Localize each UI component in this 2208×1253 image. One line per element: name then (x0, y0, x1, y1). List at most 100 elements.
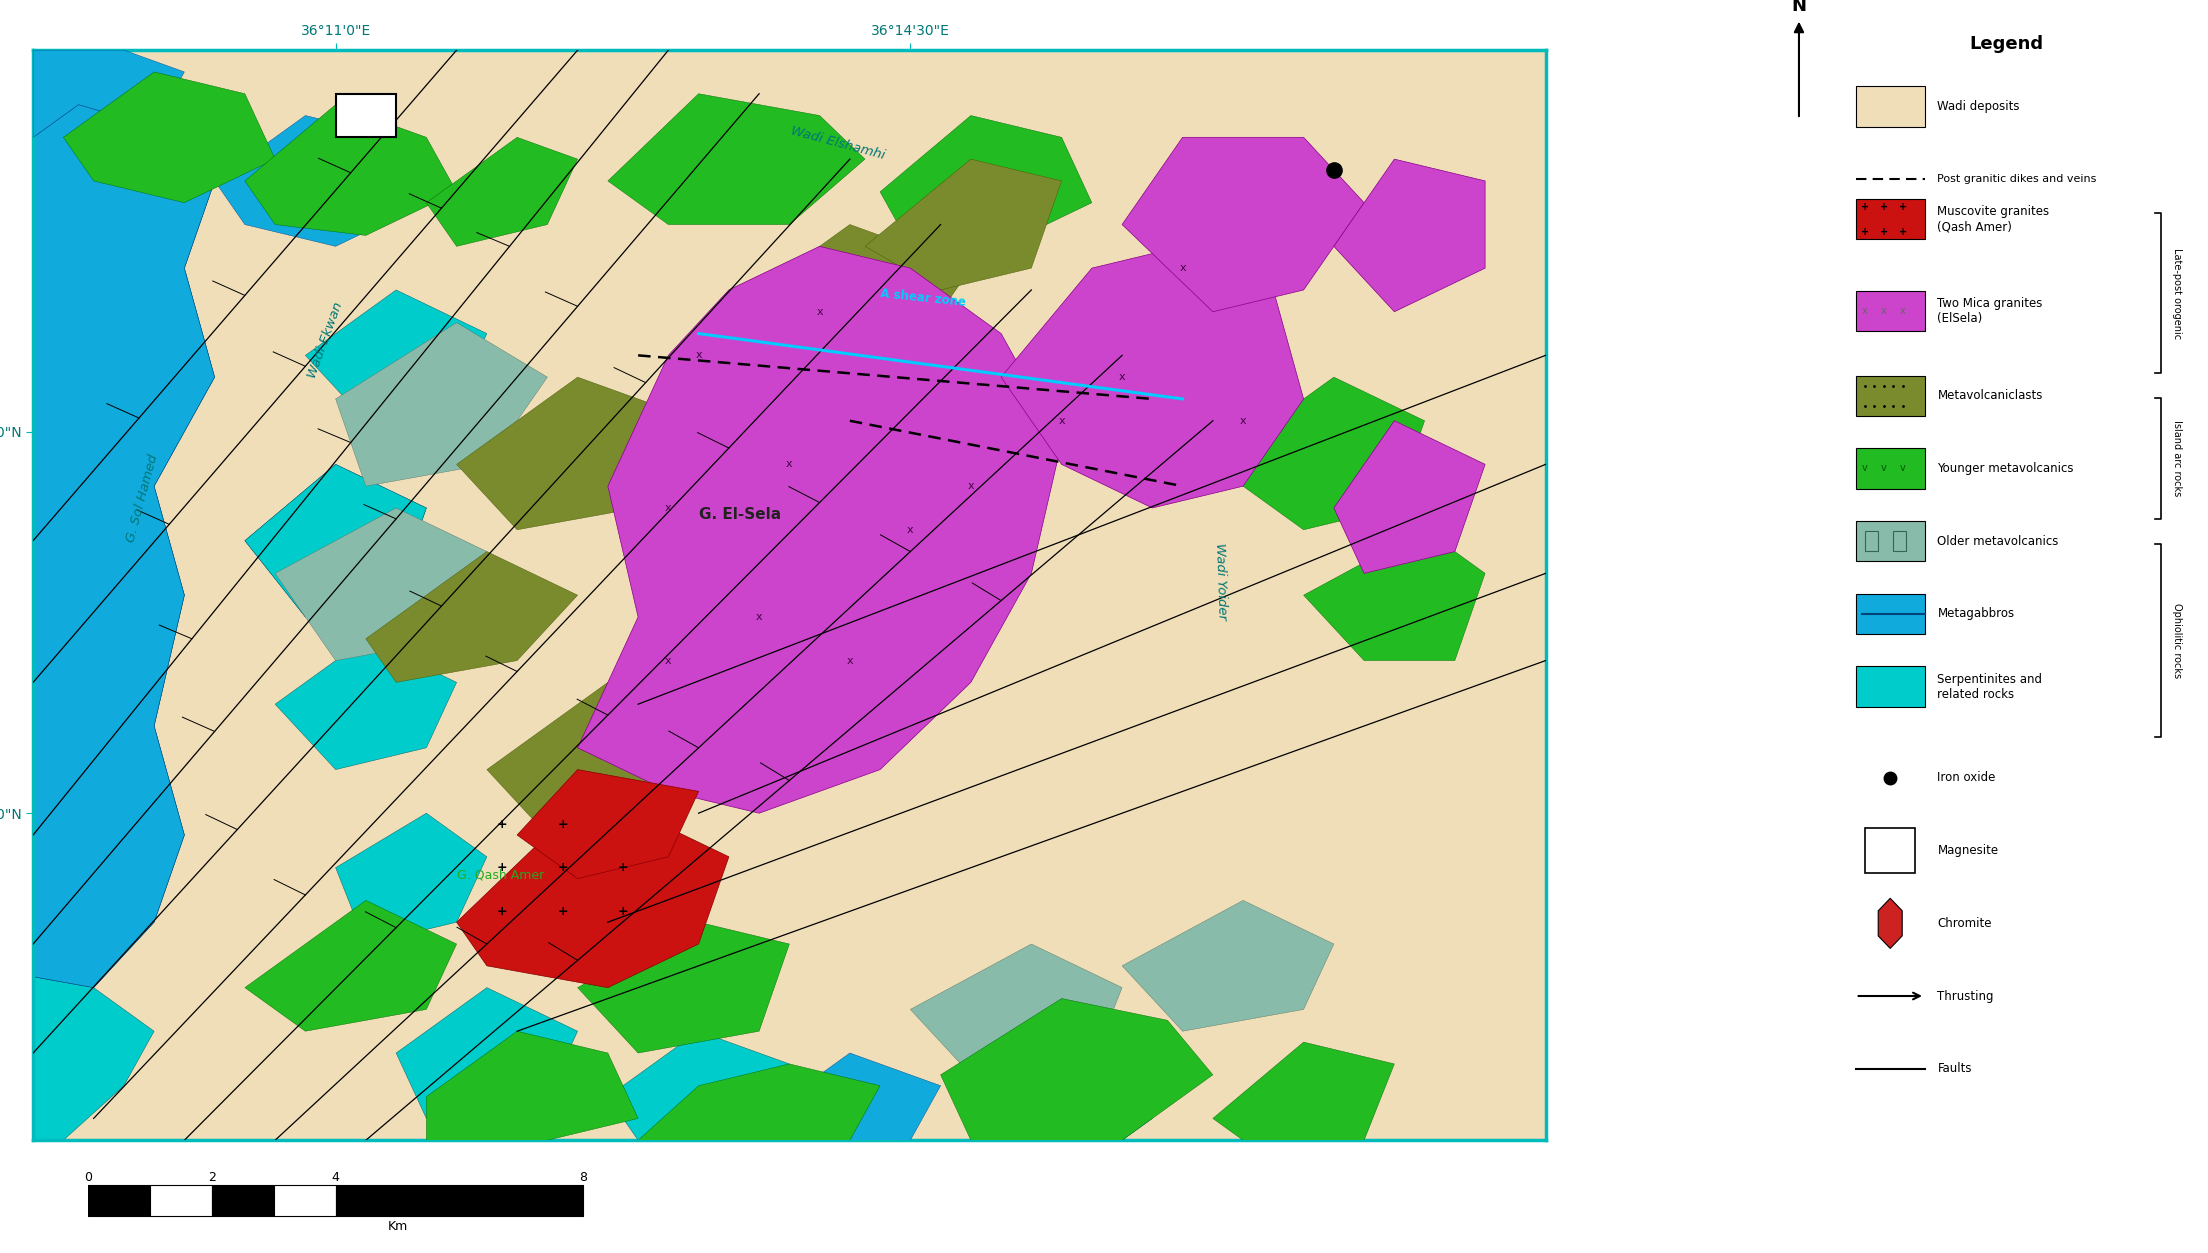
Polygon shape (1303, 530, 1486, 660)
Text: x: x (755, 611, 762, 621)
Text: +: + (556, 818, 567, 831)
Text: x: x (1899, 306, 1906, 316)
Polygon shape (910, 944, 1122, 1075)
Text: G. Sol Hamed: G. Sol Hamed (124, 452, 159, 544)
Text: +: + (1879, 227, 1888, 237)
Polygon shape (517, 769, 698, 878)
Text: Muscovite granites
(Qash Amer): Muscovite granites (Qash Amer) (1936, 205, 2049, 233)
Text: x: x (1058, 416, 1064, 426)
Text: +: + (1861, 227, 1870, 237)
Polygon shape (488, 683, 729, 834)
Polygon shape (33, 50, 185, 138)
Polygon shape (607, 1031, 790, 1140)
Bar (1855, 449, 1925, 489)
Text: +: + (497, 818, 508, 831)
Bar (1855, 521, 1925, 561)
Bar (1855, 199, 1925, 239)
Polygon shape (276, 507, 488, 660)
Text: x: x (817, 307, 824, 317)
Text: x: x (665, 655, 671, 665)
Text: x: x (907, 525, 914, 535)
Polygon shape (1000, 247, 1303, 507)
Polygon shape (245, 901, 457, 1031)
Polygon shape (276, 639, 457, 769)
Polygon shape (607, 94, 866, 224)
Text: N: N (1791, 0, 1806, 15)
Polygon shape (245, 105, 457, 236)
Polygon shape (760, 1053, 941, 1140)
Polygon shape (395, 987, 578, 1119)
Polygon shape (866, 159, 1062, 289)
Text: G. Qash Amer: G. Qash Amer (457, 868, 543, 882)
Text: v: v (1899, 464, 1906, 474)
Text: x: x (1119, 372, 1126, 382)
Polygon shape (578, 922, 790, 1053)
Text: x: x (786, 460, 793, 470)
Polygon shape (33, 977, 155, 1140)
Text: x: x (1881, 306, 1888, 316)
Bar (1855, 86, 1925, 127)
Text: Post granitic dikes and veins: Post granitic dikes and veins (1936, 174, 2098, 184)
Text: Wadi Elshamhi: Wadi Elshamhi (790, 124, 885, 162)
Text: +: + (618, 861, 629, 875)
Bar (1866, 828, 1914, 873)
Polygon shape (1879, 898, 1903, 949)
Text: +: + (618, 905, 629, 917)
Text: v: v (1861, 464, 1868, 474)
Polygon shape (1122, 901, 1334, 1031)
Text: +: + (497, 905, 508, 917)
Polygon shape (64, 71, 276, 203)
Text: Km: Km (386, 1220, 408, 1233)
Polygon shape (1212, 1042, 1395, 1140)
Polygon shape (578, 247, 1062, 813)
Bar (1894, 531, 1906, 551)
Polygon shape (336, 322, 548, 486)
Polygon shape (1212, 377, 1424, 530)
Text: Thrusting: Thrusting (1936, 990, 1994, 1002)
Text: +: + (1861, 202, 1870, 212)
Text: x: x (696, 351, 702, 361)
Polygon shape (1122, 138, 1365, 312)
Polygon shape (1334, 159, 1486, 312)
Text: Magnesite: Magnesite (1936, 845, 1998, 857)
Text: Wadi deposits: Wadi deposits (1936, 100, 2020, 113)
Text: +: + (556, 861, 567, 875)
Bar (336, 94, 395, 138)
Text: Older metavolcanics: Older metavolcanics (1936, 535, 2058, 548)
Bar (1855, 594, 1925, 634)
Text: G. El-Sela: G. El-Sela (698, 507, 782, 521)
Polygon shape (426, 1031, 638, 1140)
Text: x: x (1239, 416, 1248, 426)
Text: A shear zone: A shear zone (881, 287, 967, 309)
Text: 4: 4 (331, 1170, 340, 1184)
Text: x: x (1861, 306, 1868, 316)
Text: +: + (497, 861, 508, 875)
Text: Iron oxide: Iron oxide (1936, 772, 1996, 784)
Polygon shape (638, 1064, 881, 1140)
Polygon shape (426, 138, 578, 247)
Polygon shape (245, 465, 426, 616)
Text: Metagabbros: Metagabbros (1936, 608, 2014, 620)
Text: x: x (665, 502, 671, 512)
Polygon shape (33, 105, 214, 987)
Text: +: + (1899, 227, 1908, 237)
Text: Wadi Ekwan: Wadi Ekwan (305, 301, 344, 380)
Bar (1855, 376, 1925, 416)
Text: Chromite: Chromite (1936, 917, 1992, 930)
Text: 2: 2 (208, 1170, 216, 1184)
Text: v: v (1881, 464, 1888, 474)
Text: x: x (1179, 263, 1186, 273)
Polygon shape (729, 224, 972, 377)
Text: +: + (556, 905, 567, 917)
Bar (1855, 667, 1925, 707)
Polygon shape (214, 115, 426, 247)
Polygon shape (941, 999, 1212, 1140)
Polygon shape (457, 377, 698, 530)
Text: +: + (1899, 202, 1908, 212)
Polygon shape (33, 105, 214, 987)
Text: x: x (846, 655, 852, 665)
Text: Metavolcaniclasts: Metavolcaniclasts (1936, 390, 2042, 402)
Polygon shape (1334, 421, 1486, 574)
Polygon shape (972, 1096, 1153, 1140)
Text: Legend: Legend (1970, 35, 2045, 53)
